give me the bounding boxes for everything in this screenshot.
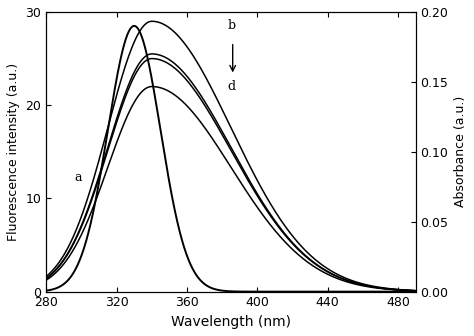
Y-axis label: Fluorescence intensity (a.u.): Fluorescence intensity (a.u.) [7, 63, 20, 241]
Text: a: a [74, 171, 82, 184]
Y-axis label: Absorbance (a.u.): Absorbance (a.u.) [454, 96, 467, 207]
Text: b: b [228, 19, 236, 33]
X-axis label: Wavelength (nm): Wavelength (nm) [171, 315, 291, 329]
Text: d: d [228, 80, 236, 93]
